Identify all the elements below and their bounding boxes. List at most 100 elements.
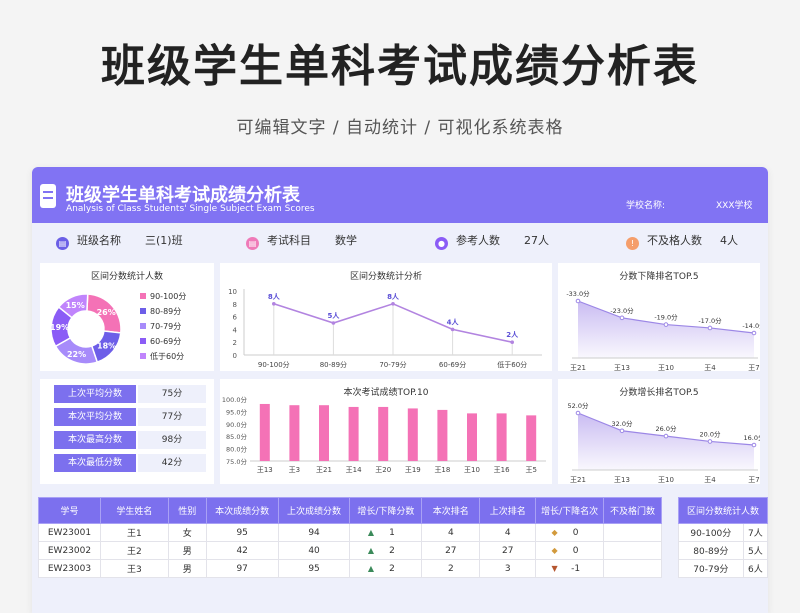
x-tick-label: 王10 xyxy=(464,466,480,474)
x-tick-label: 王21 xyxy=(570,476,586,484)
data-label: -19.0分 xyxy=(654,313,678,322)
avg-value: 42分 xyxy=(138,454,206,472)
x-tick-label: 王14 xyxy=(346,466,362,474)
y-tick-label: 95.0分 xyxy=(226,407,247,416)
column-header: 增长/下降名次 xyxy=(535,497,605,524)
hero-subtitle: 可编辑文字 / 自动统计 / 可视化系统表格 xyxy=(236,118,564,138)
data-label: 16.0分 xyxy=(744,433,760,442)
info-class: ▤ 班级名称 三(1)班 xyxy=(56,232,183,250)
x-tick-label: 70-79分 xyxy=(379,360,406,369)
data-label: -17.0分 xyxy=(698,316,722,325)
bar xyxy=(407,408,418,461)
table-cell: 王1 xyxy=(99,523,169,542)
report-banner: 班级学生单科考试成绩分析表 Analysis of Class Students… xyxy=(32,167,768,223)
data-point xyxy=(663,322,669,327)
rank-trend-icon: ▼ xyxy=(551,563,558,573)
x-tick-label: 王16 xyxy=(494,466,510,474)
score-trend-icon: ▲ xyxy=(367,527,374,537)
range-row[interactable]: 80-89分 5人 xyxy=(678,541,768,560)
table-row[interactable]: EW23003 王3 男 97 95 ▲ 2 2 3 ▼ -1 xyxy=(38,559,662,578)
table-cell xyxy=(603,541,662,560)
table-cell: 40 xyxy=(277,541,351,560)
range-header: 区间分数统计人数 xyxy=(678,497,768,524)
table-cell: 42 xyxy=(205,541,279,560)
range-row[interactable]: 90-100分 7人 xyxy=(678,523,768,542)
data-label: 4人 xyxy=(447,317,460,326)
student-table: 学号 学生姓名 性别 本次成绩分数 上次成绩分数 增长/下降分数 本次排名 上次排名 增长/下降… xyxy=(38,497,662,578)
warning-icon: ! xyxy=(626,237,639,250)
legend-label: 60-69分 xyxy=(150,337,181,346)
info-failed: ! 不及格人数 4人 xyxy=(626,232,738,250)
legend-label: 70-79分 xyxy=(150,322,181,331)
x-tick-label: 王7 xyxy=(748,476,759,484)
data-label: 2人 xyxy=(506,330,519,339)
info-label: 班级名称 xyxy=(77,234,121,247)
table-cell: 女 xyxy=(167,523,207,542)
legend-swatch xyxy=(140,323,146,329)
decline-panel: 分数下降排名TOP.5 -33.0分 王21 -23.0分 王13 -19.0分 王10-… xyxy=(558,263,766,372)
legend-swatch xyxy=(140,293,146,299)
table-cell: 97 xyxy=(205,559,279,578)
info-label: 考试科目 xyxy=(267,234,311,247)
table-cell xyxy=(603,559,662,578)
table-cell: 3 xyxy=(479,559,537,578)
table-row[interactable]: EW23001 王1 女 95 94 ▲ 1 4 4 ◆ 0 xyxy=(38,523,662,542)
range-row[interactable]: 70-79分 6人 xyxy=(678,559,768,578)
growth-panel: 分数增长排名TOP.5 52.0分 王21 32.0分 王13 26.0分 王10 20.0… xyxy=(558,379,765,484)
score-trend-icon: ▲ xyxy=(367,563,374,573)
avg-current: 本次平均分数 77分 xyxy=(54,408,206,426)
data-point xyxy=(707,439,713,444)
line-title: 区间分数统计分析 xyxy=(349,272,422,282)
y-tick-label: 90.0分 xyxy=(226,420,247,429)
info-label: 不及格人数 xyxy=(647,234,702,247)
column-header: 性别 xyxy=(167,497,207,524)
table-row[interactable]: EW23002 王2 男 42 40 ▲ 2 27 27 ◆ 0 xyxy=(38,541,662,560)
column-header: 上次成绩分数 xyxy=(277,497,351,524)
data-label: -33.0分 xyxy=(566,289,590,298)
school-value: XXX学校 xyxy=(716,201,753,211)
y-tick-label: 0 xyxy=(233,352,237,360)
avg-value: 98分 xyxy=(138,431,206,449)
avg-label: 本次最高分数 xyxy=(54,431,136,449)
pie-slice xyxy=(57,293,89,319)
column-header: 不及格门数 xyxy=(603,497,662,524)
x-tick-label: 王4 xyxy=(704,476,716,484)
table-cell: EW23002 xyxy=(38,541,101,560)
pie-slice-label: 26% xyxy=(97,308,116,317)
table-cell: 男 xyxy=(167,559,207,578)
x-tick-label: 王10 xyxy=(658,364,674,371)
data-label: 52.0分 xyxy=(568,401,589,410)
y-tick-label: 6 xyxy=(233,314,238,322)
avg-last: 上次平均分数 75分 xyxy=(54,385,206,403)
table-cell: ▲ 2 xyxy=(349,559,423,578)
table-cell: ▼ -1 xyxy=(535,559,605,578)
pie-slice-label: 18% xyxy=(97,342,116,351)
data-point xyxy=(663,433,669,439)
x-tick-label: 王21 xyxy=(570,364,586,371)
avg-value: 77分 xyxy=(138,408,206,426)
bar-panel: 本次考试成绩TOP.10 100.0分 95.0分 90.0分 85.0分 80.0分 7… xyxy=(220,379,552,484)
table-cell: 94 xyxy=(277,523,351,542)
bar xyxy=(259,403,270,461)
y-tick-label: 100.0分 xyxy=(222,395,248,404)
y-tick-label: 85.0分 xyxy=(226,432,247,441)
area-fill xyxy=(578,413,754,470)
range-cell: 80-89分 xyxy=(678,541,744,560)
data-label: 5人 xyxy=(327,311,340,320)
y-tick-label: 8 xyxy=(233,301,237,309)
dashboard: 区间分数统计人数 26% 18% 22% 19% 15% 90-100分 80-89分 70-… xyxy=(32,255,768,492)
data-point xyxy=(331,321,336,325)
range-cell: 90-100分 xyxy=(678,523,744,542)
column-header: 本次成绩分数 xyxy=(205,497,279,524)
bar xyxy=(496,413,507,461)
rank-trend-icon: ◆ xyxy=(551,527,558,537)
table-cell xyxy=(603,523,662,542)
data-point xyxy=(450,327,455,332)
x-tick-label: 低于60分 xyxy=(497,360,527,369)
table-cell: EW23003 xyxy=(38,559,101,578)
growth-title: 分数增长排名TOP.5 xyxy=(619,388,699,398)
x-tick-label: 王4 xyxy=(704,364,716,371)
data-label: 8人 xyxy=(387,292,400,301)
column-header: 学生姓名 xyxy=(99,497,169,524)
